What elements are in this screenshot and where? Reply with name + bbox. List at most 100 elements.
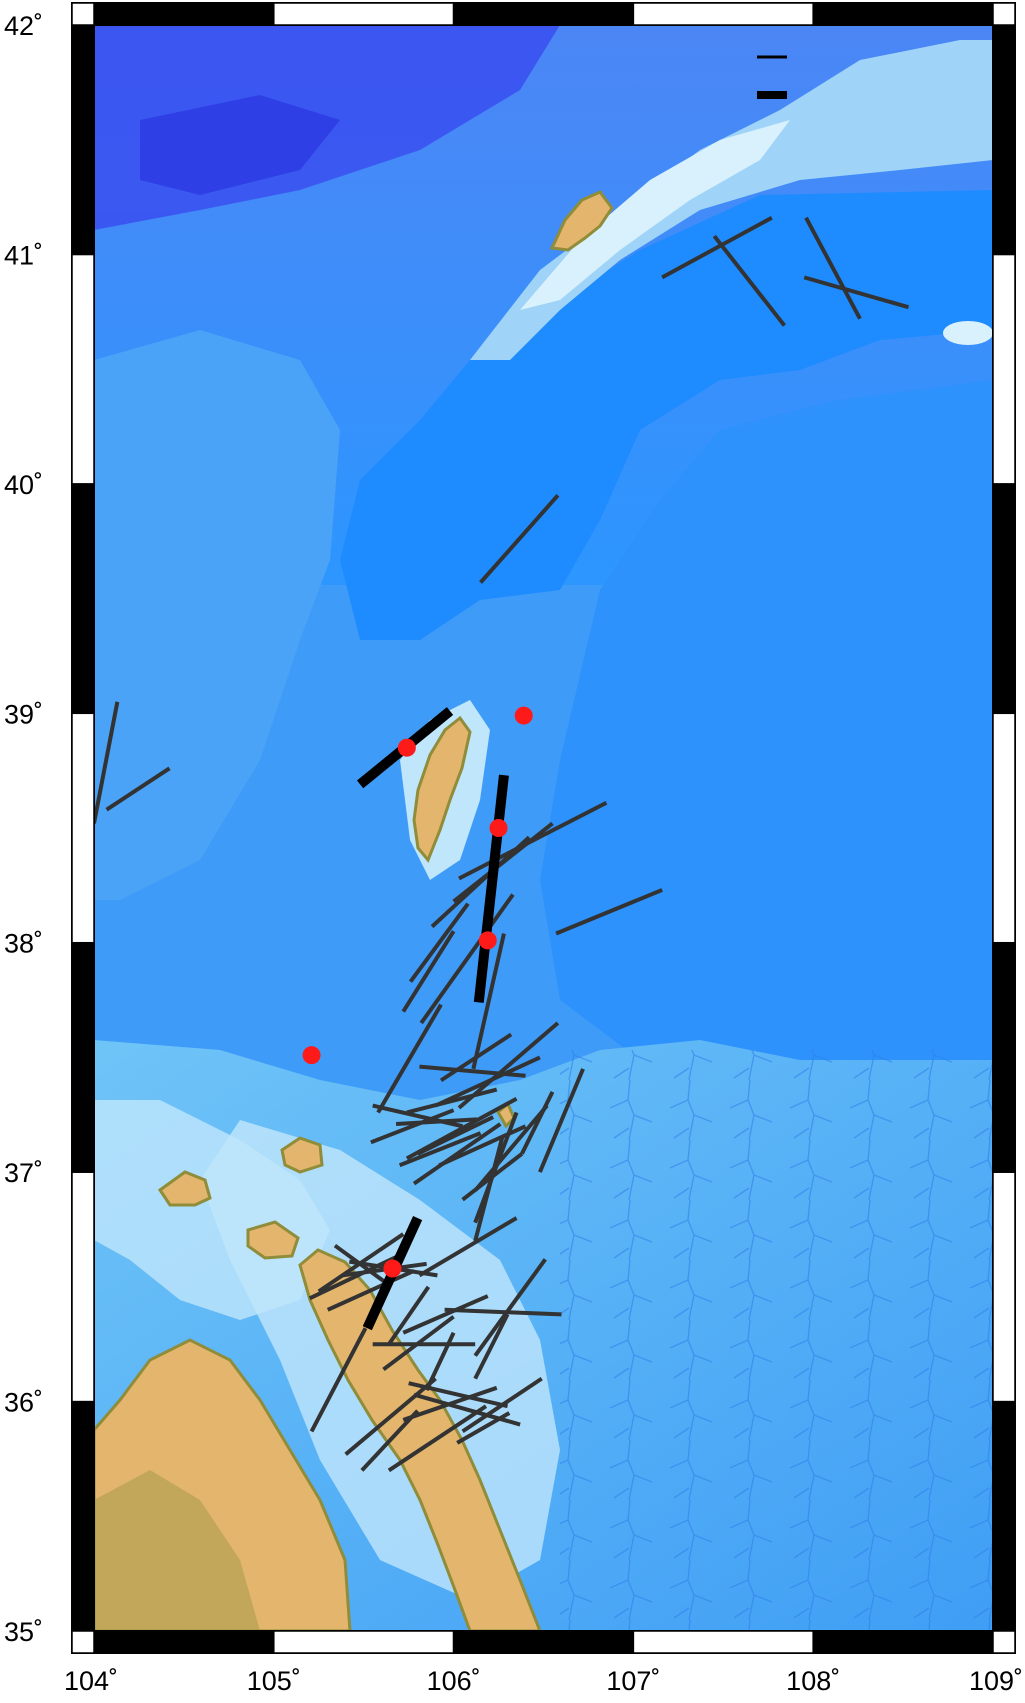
thin-fault-segment-11 [408, 902, 470, 983]
frame-band-bottom-106 [452, 1630, 635, 1654]
thin-fault-segment-38 [326, 1268, 415, 1312]
thin-fault-segment-49 [413, 1392, 521, 1427]
lon-tick-label-106: 106˚ [427, 1666, 481, 1696]
thin-fault-segment-0 [661, 215, 773, 280]
thick-fault-segment-1 [473, 774, 509, 1003]
thin-fault-segment-14 [376, 1003, 443, 1114]
thin-fault-segment-19 [434, 1055, 541, 1108]
southwest-highlands-dark [94, 1470, 260, 1631]
lon-tick-label-108: 108˚ [786, 1666, 840, 1696]
station-marker-4 [302, 1046, 321, 1065]
frame-band-left-38 [71, 712, 95, 944]
light-ridge-north-inner [520, 120, 790, 310]
station-marker-0 [397, 738, 416, 757]
frame-band-bottom-108 [812, 1630, 994, 1654]
lat-tick-label-37: 37˚ [4, 1158, 43, 1188]
thin-fault-segment-30 [538, 1068, 585, 1173]
thin-fault-segment-26 [405, 1096, 518, 1161]
helan-mountains [412, 715, 472, 863]
thin-fault-segment-55 [456, 1411, 511, 1445]
frame-band-right-35 [992, 1400, 1016, 1632]
central-hill-patch [246, 1220, 300, 1260]
yellow-river-plain [340, 190, 993, 640]
thin-fault-segment-2 [804, 216, 862, 320]
thin-fault-segment-17 [439, 1032, 513, 1083]
station-markers [302, 706, 533, 1278]
thin-fault-segment-6 [105, 766, 171, 812]
drainage-network [560, 1050, 993, 1631]
frame-corner-0 [71, 2, 95, 26]
thin-fault-segment-33 [412, 1122, 502, 1186]
lat-tick-label-42: 42˚ [4, 11, 43, 41]
thin-fault-segment-21 [406, 1087, 498, 1115]
station-marker-2 [489, 819, 508, 837]
frame-band-left-35 [71, 1400, 95, 1632]
lat-tick-label-36: 36˚ [4, 1388, 43, 1418]
lat-tick-label-39: 39˚ [4, 699, 43, 729]
thin-fault-segment-9 [430, 835, 531, 929]
thin-fault-segment-15 [471, 933, 506, 1070]
lon-tick-label-104: 104˚ [64, 1666, 118, 1696]
thin-fault-segment-22 [395, 1117, 478, 1126]
light-ridge-north [470, 40, 993, 360]
thin-fault-segment-48 [309, 1327, 368, 1433]
terrain-layer [94, 25, 993, 1631]
thin-fault-segment-1 [712, 234, 787, 327]
station-marker-5 [383, 1259, 402, 1278]
thin-fault-segment-5 [94, 701, 120, 824]
ordos-plateau [540, 380, 993, 1100]
frame-band-top-108 [812, 2, 994, 26]
qilian-foothills-light [94, 1100, 330, 1320]
lon-tick-label-107: 107˚ [606, 1666, 660, 1696]
tick-labels: 104˚ 105˚ 106˚ 107˚ 108˚ 109˚ 35˚ 36˚ 37˚ 38˚ 39˚ 4… [4, 11, 1023, 1696]
thin-fault-segment-53 [402, 1385, 498, 1422]
frame-corner-3 [992, 1630, 1016, 1654]
frame-band-top-105 [273, 2, 455, 26]
thin-fault-segment-45 [402, 1294, 489, 1335]
thin-fault-segment-31 [438, 1124, 527, 1168]
frame-band-left-41 [71, 24, 95, 256]
frame-corner-1 [992, 2, 1016, 26]
frame-band-right-40 [992, 253, 1016, 485]
thin-fault-segment-52 [387, 1404, 488, 1473]
station-marker-1 [514, 706, 533, 725]
frame-band-top-107 [632, 2, 814, 26]
frame-band-right-39 [992, 483, 1016, 715]
frame-band-right-37 [992, 941, 1016, 1173]
frame-band-top-106 [452, 2, 635, 26]
langshan-mountains [549, 190, 614, 252]
frame-band-top-104 [93, 2, 275, 26]
thin-fault-segment-34 [461, 1152, 524, 1202]
frame-band-left-40 [71, 253, 95, 485]
thin-fault-segment-3 [803, 275, 910, 310]
thin-fault-segment-4 [479, 494, 560, 584]
station-marker-3 [478, 931, 497, 950]
thin-fault-segment-13 [401, 930, 456, 1013]
thin-fault-segment-46 [473, 1258, 547, 1357]
lon-tick-label-105: 105˚ [247, 1666, 301, 1696]
map-frame [71, 2, 1016, 1654]
thin-fault-lines [94, 215, 910, 1473]
east-upland [943, 321, 993, 345]
frame-band-left-36 [71, 1171, 95, 1403]
lat-tick-label-35: 35˚ [4, 1617, 43, 1647]
thin-fault-segment-12 [419, 893, 515, 1025]
thin-fault-segment-57 [387, 1285, 431, 1346]
thin-fault-segment-23 [370, 1108, 455, 1145]
thin-fault-segment-32 [473, 1104, 549, 1192]
lat-tick-label-38: 38˚ [4, 929, 43, 959]
lat-tick-label-40: 40˚ [4, 470, 43, 500]
thin-fault-segment-50 [344, 1377, 437, 1456]
frame-band-left-39 [71, 483, 95, 715]
thin-fault-segment-56 [408, 1381, 508, 1409]
frame-band-right-41 [992, 24, 1016, 256]
lon-tick-label-109: 109˚ [969, 1666, 1023, 1696]
deep-basin-core [140, 95, 340, 195]
thin-fault-segment-29 [520, 1090, 555, 1155]
thin-fault-segment-42 [444, 1307, 562, 1317]
frame-band-bottom-105 [273, 1630, 455, 1654]
thin-fault-segment-10 [555, 888, 663, 936]
frame-band-left-37 [71, 941, 95, 1173]
legend [757, 55, 787, 99]
